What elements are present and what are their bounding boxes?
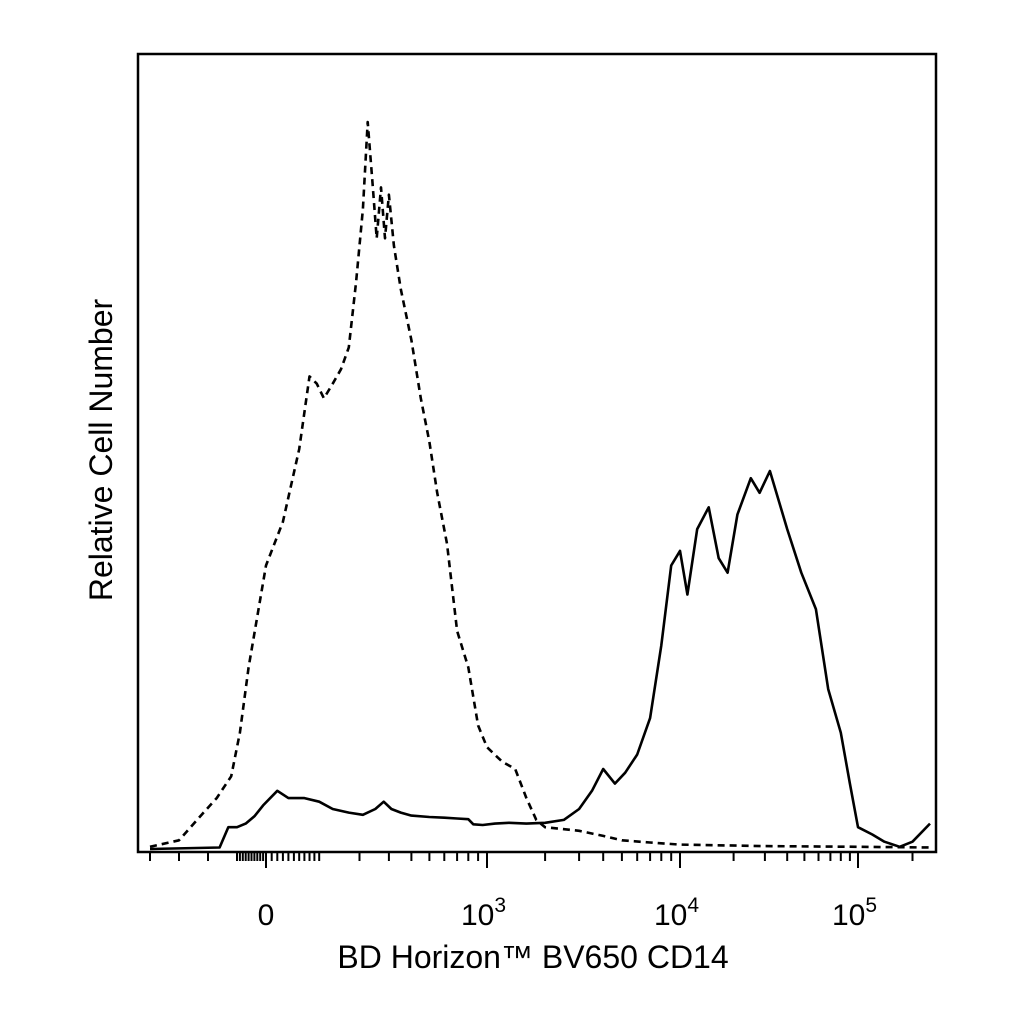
x-tick-labels: 0 103 104 105	[258, 894, 877, 932]
x-tick-label: 104	[654, 894, 699, 932]
x-axis-ticks	[149, 852, 914, 868]
x-tick-label: 105	[832, 894, 877, 932]
plot-frame	[136, 52, 938, 854]
series-line-dashed	[149, 120, 931, 849]
series-layer	[149, 120, 931, 851]
x-tick-label: 103	[461, 894, 506, 932]
series-line-solid	[149, 469, 931, 851]
x-axis-label: BD Horizon™ BV650 CD14	[337, 939, 728, 975]
y-axis-label: Relative Cell Number	[83, 298, 119, 601]
x-tick-label: 0	[258, 899, 275, 932]
